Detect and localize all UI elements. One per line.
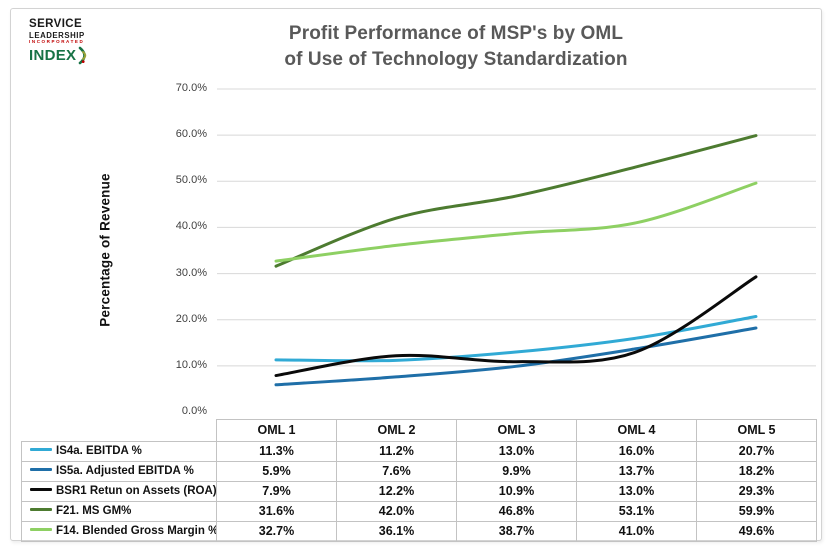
chart-title: Profit Performance of MSP's by OML of Us… — [146, 21, 766, 73]
legend-cell: F21. MS GM% — [21, 501, 217, 522]
chart-title-line2: of Use of Technology Standardization — [284, 49, 628, 71]
y-tick-label: 50.0% — [175, 174, 207, 187]
legend-swatch — [30, 448, 52, 452]
y-tick-label: 20.0% — [175, 312, 207, 325]
chart-title-line1: Profit Performance of MSP's by OML — [288, 23, 624, 44]
legend-swatch — [30, 528, 52, 532]
table-value-cell: 13.0% — [576, 481, 697, 502]
table-value-cell: 42.0% — [336, 501, 457, 522]
table-value-cell: 12.2% — [336, 481, 457, 502]
table-value-cell: 11.3% — [216, 441, 337, 462]
table-value-cell: 29.3% — [696, 481, 817, 502]
legend-label: F14. Blended Gross Margin % — [56, 525, 217, 537]
table-value-cell: 46.8% — [456, 501, 577, 522]
table-value-cell: 49.6% — [696, 521, 817, 542]
legend-cell: F14. Blended Gross Margin % — [21, 521, 217, 542]
y-tick-label: 60.0% — [175, 128, 207, 141]
chart-frame: SERVICE LEADERSHIP INCORPORATED INDEX Pr… — [10, 8, 822, 542]
table-value-cell: 20.7% — [696, 441, 817, 462]
legend-swatch — [30, 508, 52, 512]
legend-cell: IS4a. EBITDA % — [21, 441, 217, 462]
legend-column-header — [22, 420, 217, 442]
table-header-cell: OML 4 — [576, 419, 697, 442]
table-value-cell: 41.0% — [576, 521, 697, 542]
logo-text-incorporated: INCORPORATED — [29, 39, 85, 45]
table-value-cell: 59.9% — [696, 501, 817, 522]
table-header-cell: OML 1 — [216, 419, 337, 442]
legend-label: IS4a. EBITDA % — [56, 445, 142, 457]
series-line — [274, 314, 758, 363]
logo-text-index: INDEX — [29, 46, 77, 64]
table-row: IS4a. EBITDA % 11.3% 11.2% 13.0% 16.0% 20.7% — [21, 441, 817, 462]
service-leadership-index-logo: SERVICE LEADERSHIP INCORPORATED INDEX — [29, 18, 109, 65]
legend-swatch — [30, 468, 52, 472]
y-tick-label: 70.0% — [175, 82, 207, 94]
table-header-cell: OML 2 — [336, 419, 457, 442]
series-line — [274, 181, 758, 263]
table-value-cell: 11.2% — [336, 441, 457, 462]
legend-cell: BSR1 Retun on Assets (ROA) — [21, 481, 217, 502]
logo-text-leadership: LEADERSHIP — [29, 30, 85, 40]
table-value-cell: 31.6% — [216, 501, 337, 522]
table-header-cell: OML 5 — [696, 419, 817, 442]
y-tick-label: 0.0% — [181, 405, 207, 417]
legend-swatch — [30, 488, 52, 492]
table-value-cell: 7.6% — [336, 461, 457, 482]
logo-swoosh-icon — [79, 46, 87, 65]
table-value-cell: 13.0% — [456, 441, 577, 462]
table-row: F21. MS GM% 31.6% 42.0% 46.8% 53.1% 59.9% — [21, 501, 817, 522]
table-value-cell: 36.1% — [336, 521, 457, 542]
table-value-cell: 16.0% — [576, 441, 697, 462]
series-line — [274, 275, 758, 378]
legend-label: BSR1 Retun on Assets (ROA) — [56, 485, 217, 497]
y-axis-title: Percentage of Revenue — [97, 173, 113, 327]
series-line — [274, 134, 758, 268]
table-header-cell: OML 3 — [456, 419, 577, 442]
table-row: F14. Blended Gross Margin % 32.7% 36.1% 38.… — [21, 521, 817, 542]
y-tick-label: 10.0% — [175, 358, 207, 371]
series-line — [274, 326, 758, 387]
table-value-cell: 13.7% — [576, 461, 697, 482]
table-value-cell: 5.9% — [216, 461, 337, 482]
table-value-cell: 32.7% — [216, 521, 337, 542]
legend-label: F21. MS GM% — [56, 505, 132, 517]
table-value-cell: 53.1% — [576, 501, 697, 522]
legend-label: IS5a. Adjusted EBITDA % — [56, 465, 194, 477]
table-row: IS5a. Adjusted EBITDA % 5.9% 7.6% 9.9% 13.7%… — [21, 461, 817, 482]
legend-cell: IS5a. Adjusted EBITDA % — [21, 461, 217, 482]
table-value-cell: 10.9% — [456, 481, 577, 502]
table-value-cell: 9.9% — [456, 461, 577, 482]
table-row: BSR1 Retun on Assets (ROA) 7.9% 12.2% 10.9%… — [21, 481, 817, 502]
table-value-cell: 38.7% — [456, 521, 577, 542]
logo-text-service: SERVICE — [29, 18, 83, 30]
data-table: OML 1 OML 2 OML 3 OML 4 OML 5 IS4a. EBITDA % 1… — [21, 419, 817, 542]
table-value-cell: 18.2% — [696, 461, 817, 482]
y-tick-label: 30.0% — [175, 266, 207, 279]
y-tick-label: 40.0% — [175, 220, 207, 233]
table-value-cell: 7.9% — [216, 481, 337, 502]
